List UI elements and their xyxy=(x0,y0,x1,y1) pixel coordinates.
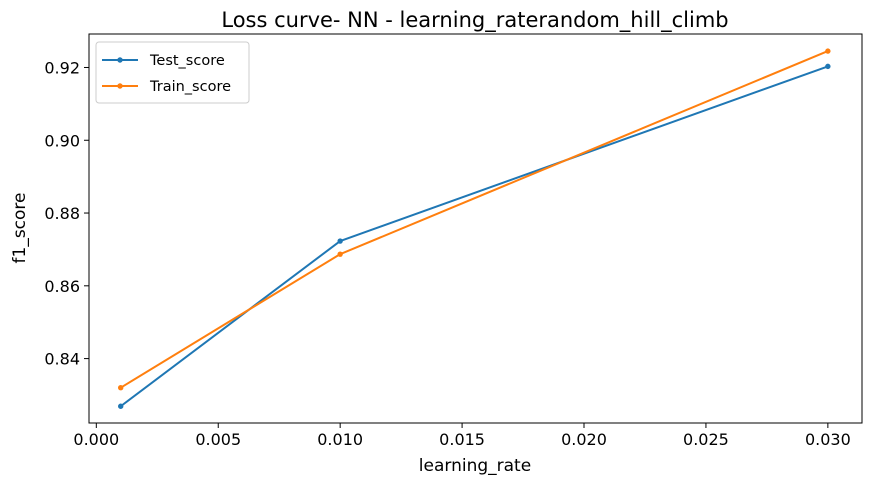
x-tick-label: 0.010 xyxy=(317,430,363,449)
data-point-test-score xyxy=(337,238,343,244)
x-axis-ticks: 0.000 0.005 0.010 0.015 0.020 0.025 0.030 xyxy=(73,423,851,449)
y-tick-label: 0.84 xyxy=(44,350,80,369)
legend-label-test-score: Test_score xyxy=(149,53,225,69)
data-point-train-score xyxy=(825,48,831,54)
data-point-train-score xyxy=(337,251,343,257)
data-point-train-score xyxy=(118,385,124,391)
legend: Test_score Train_score xyxy=(95,41,250,104)
legend-box xyxy=(95,41,250,104)
series-layer xyxy=(118,48,831,409)
series-train-score xyxy=(118,48,831,391)
legend-marker-train-score xyxy=(117,83,123,89)
series-test-score xyxy=(118,63,831,409)
legend-marker-test-score xyxy=(117,57,123,63)
y-tick-label: 0.92 xyxy=(44,58,80,77)
chart-title: Loss curve- NN - learning_raterandom_hil… xyxy=(221,8,728,33)
data-point-test-score xyxy=(825,63,831,70)
x-tick-label: 0.020 xyxy=(561,430,607,449)
y-axis-label: f1_score xyxy=(10,193,30,264)
x-axis-label: learning_rate xyxy=(419,456,531,476)
y-axis-ticks: 0.84 0.86 0.88 0.90 0.92 xyxy=(44,58,89,369)
legend-label-train-score: Train_score xyxy=(149,79,231,95)
x-tick-label: 0.000 xyxy=(73,430,119,449)
x-tick-label: 0.030 xyxy=(805,430,851,449)
x-tick-label: 0.005 xyxy=(195,430,241,449)
x-tick-label: 0.015 xyxy=(439,430,485,449)
x-tick-label: 0.025 xyxy=(683,430,729,449)
y-tick-label: 0.90 xyxy=(44,131,80,150)
y-tick-label: 0.86 xyxy=(44,277,80,296)
data-point-test-score xyxy=(118,403,124,409)
y-tick-label: 0.88 xyxy=(44,204,80,223)
